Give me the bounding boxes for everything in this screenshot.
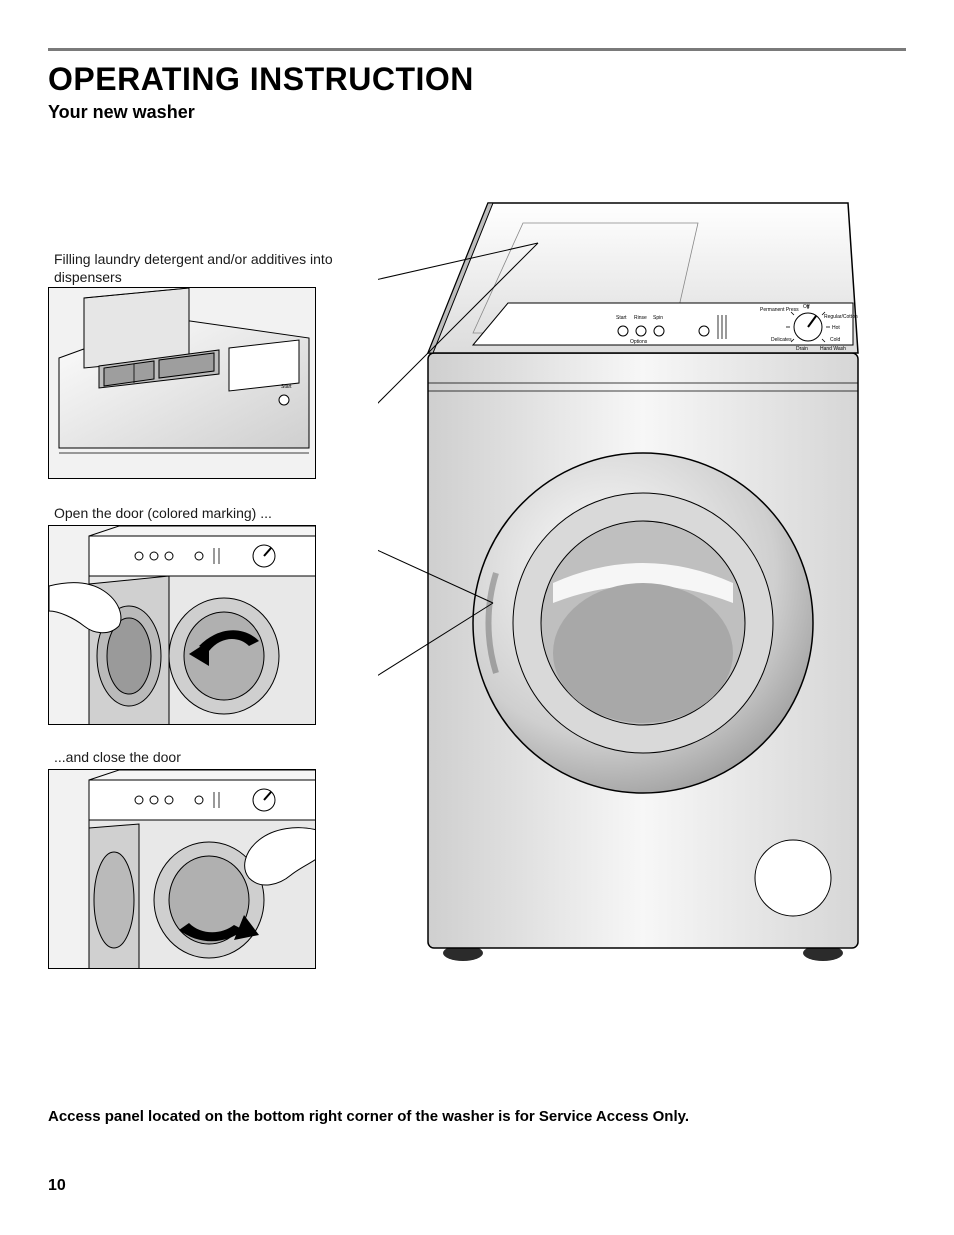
caption-dispensers: Filling laundry detergent and/or additiv…	[54, 251, 334, 286]
svg-text:Start: Start	[281, 384, 292, 390]
svg-text:Hand Wash: Hand Wash	[820, 346, 846, 352]
page-subtitle: Your new washer	[48, 102, 906, 123]
svg-text:Options: Options	[630, 339, 648, 345]
service-access-note: Access panel located on the bottom right…	[48, 1108, 906, 1125]
svg-text:Permanent Press: Permanent Press	[760, 307, 799, 313]
svg-text:Drain: Drain	[796, 346, 808, 352]
illustration-washer-main: Start Rinse Spin Options Permanent P	[378, 183, 908, 973]
svg-text:Spin: Spin	[653, 315, 663, 321]
caption-close-door: ...and close the door	[54, 749, 334, 767]
svg-text:Regular/Cotton: Regular/Cotton	[824, 314, 858, 320]
svg-text:Rinse: Rinse	[634, 315, 647, 321]
svg-text:Off: Off	[803, 304, 810, 310]
svg-text:Start: Start	[616, 315, 627, 321]
illustration-dispensers: Start	[48, 287, 316, 479]
page-number: 10	[48, 1177, 66, 1195]
content-area: Filling laundry detergent and/or additiv…	[48, 183, 906, 1063]
svg-text:Cold: Cold	[830, 337, 841, 343]
illustration-open-door	[48, 525, 316, 725]
svg-text:Delicates: Delicates	[771, 337, 792, 343]
page-container: OPERATING INSTRUCTION Your new washer Fi…	[48, 48, 906, 1063]
svg-text:Hot: Hot	[832, 325, 840, 331]
top-rule	[48, 48, 906, 51]
page-title: OPERATING INSTRUCTION	[48, 61, 906, 98]
illustration-close-door	[48, 769, 316, 969]
caption-open-door: Open the door (colored marking) ...	[54, 505, 334, 523]
